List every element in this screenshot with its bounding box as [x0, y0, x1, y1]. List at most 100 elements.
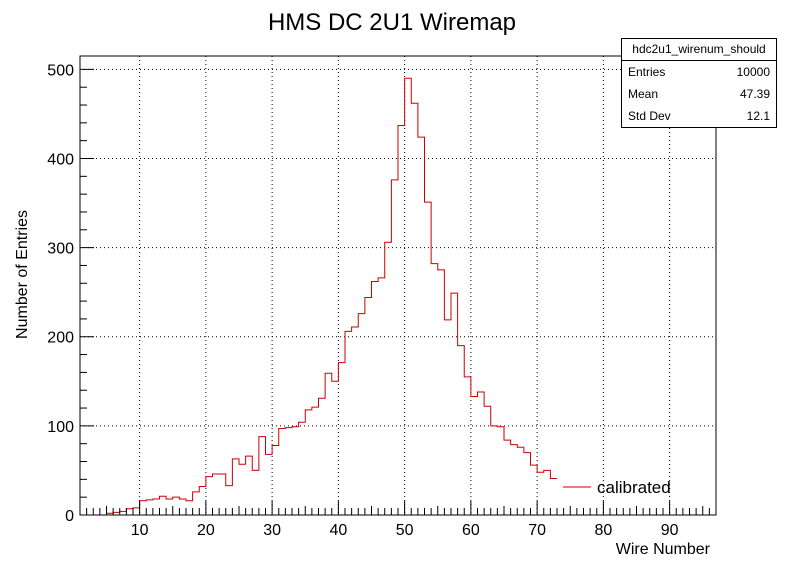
histogram-bin [153, 499, 160, 515]
y-tick-label: 500 [47, 62, 74, 79]
histogram-bin [391, 180, 398, 515]
stats-label: Std Dev [628, 109, 671, 123]
histogram-bin [352, 327, 359, 515]
histogram-bin [504, 440, 511, 515]
histogram-bin [550, 478, 557, 515]
histogram-bin [365, 298, 372, 515]
histogram-bin [259, 437, 266, 515]
histogram-bin [206, 477, 213, 515]
histogram-bin [405, 78, 412, 515]
histogram-bin [219, 474, 226, 515]
histogram-bin [398, 126, 405, 515]
chart-title: HMS DC 2U1 Wiremap [268, 9, 516, 36]
histogram-bin [458, 346, 465, 515]
histogram-bin [478, 392, 485, 515]
histogram-bin [438, 270, 445, 515]
histogram-bin [325, 373, 332, 515]
x-tick-label: 70 [528, 522, 546, 539]
stats-title: hdc2u1_wirenum_should [622, 39, 776, 61]
histogram-bin [385, 242, 392, 515]
stats-label: Entries [628, 65, 666, 79]
histogram-bin [451, 293, 458, 515]
axes: 10 20 30 40 50 60 70 80 90 0 100 200 300 400 500 [47, 62, 717, 539]
histogram-bin [140, 501, 147, 515]
histogram-bin [464, 377, 471, 515]
histogram-bin [312, 407, 319, 515]
x-axis-label: Wire Number [616, 541, 711, 558]
histogram-bin [544, 470, 551, 515]
histogram-bin [338, 363, 345, 515]
histogram-bin [199, 486, 206, 515]
stats-label: Mean [628, 87, 659, 101]
histogram-series-line [106, 77, 557, 515]
histogram-bin [173, 497, 180, 515]
histogram-bin [537, 472, 544, 515]
x-tick-label: 40 [329, 522, 347, 539]
grid-lines [80, 56, 716, 515]
histogram-bin [120, 511, 127, 515]
histogram-bin [285, 428, 292, 515]
histogram-bin [471, 396, 478, 515]
x-tick-label: 30 [263, 522, 281, 539]
histogram-bin [425, 202, 432, 515]
histogram-bin [226, 486, 233, 515]
stats-row-mean: Mean 47.39 [622, 83, 776, 105]
histogram-bin [299, 422, 306, 515]
histogram-bin [358, 314, 365, 515]
legend: calibrated [563, 478, 671, 497]
x-tick-label: 80 [594, 522, 612, 539]
histogram-bin [279, 429, 286, 515]
stats-value: 10000 [736, 65, 770, 79]
stats-row-stddev: Std Dev 12.1 [622, 105, 776, 127]
y-tick-label: 0 [65, 508, 74, 525]
x-tick-label: 50 [396, 522, 414, 539]
x-tick-label: 20 [197, 522, 215, 539]
histogram-bin [126, 509, 133, 515]
y-tick-label: 300 [47, 241, 74, 258]
legend-label: calibrated [597, 478, 671, 497]
histogram-bin [319, 398, 326, 515]
histogram-bin [332, 381, 339, 515]
histogram-bin [179, 499, 186, 515]
histogram-bin [378, 278, 385, 515]
histogram-bin [160, 496, 167, 515]
histogram-bin [484, 406, 491, 515]
histogram-bin [272, 445, 279, 515]
histogram-bin [146, 500, 153, 515]
histogram-bin [186, 501, 193, 515]
histogram-bin [292, 427, 299, 515]
histogram-bin [418, 137, 425, 515]
stats-row-entries: Entries 10000 [622, 61, 776, 83]
histogram-area [106, 77, 557, 515]
histogram-bin [411, 103, 418, 515]
histogram-bin [252, 470, 259, 515]
histogram-bin [531, 465, 538, 515]
histogram-bin [517, 447, 524, 515]
histogram-bin [166, 499, 173, 515]
histogram-bin [133, 508, 140, 515]
histogram-bin [524, 453, 531, 515]
histogram-bin [345, 331, 352, 515]
x-tick-label: 60 [462, 522, 480, 539]
y-tick-label: 200 [47, 330, 74, 347]
histogram-bin [431, 264, 438, 515]
histogram-bin [511, 445, 518, 515]
x-tick-label: 90 [661, 522, 679, 539]
y-axis-label: Number of Entries [14, 210, 31, 339]
histogram-bin [213, 474, 220, 515]
histogram-bin [239, 464, 246, 515]
histogram-bin [266, 454, 273, 515]
y-tick-label: 100 [47, 419, 74, 436]
y-tick-label: 400 [47, 151, 74, 168]
histogram-bin [372, 281, 379, 515]
histogram-bin [232, 459, 239, 515]
histogram-bin [491, 426, 498, 515]
x-tick-label: 10 [131, 522, 149, 539]
histogram-bin [193, 492, 200, 515]
histogram-bin [444, 320, 451, 515]
stats-value: 12.1 [746, 109, 770, 123]
histogram-bin [246, 456, 253, 515]
stats-value: 47.39 [739, 87, 770, 101]
histogram-bin [497, 427, 504, 515]
